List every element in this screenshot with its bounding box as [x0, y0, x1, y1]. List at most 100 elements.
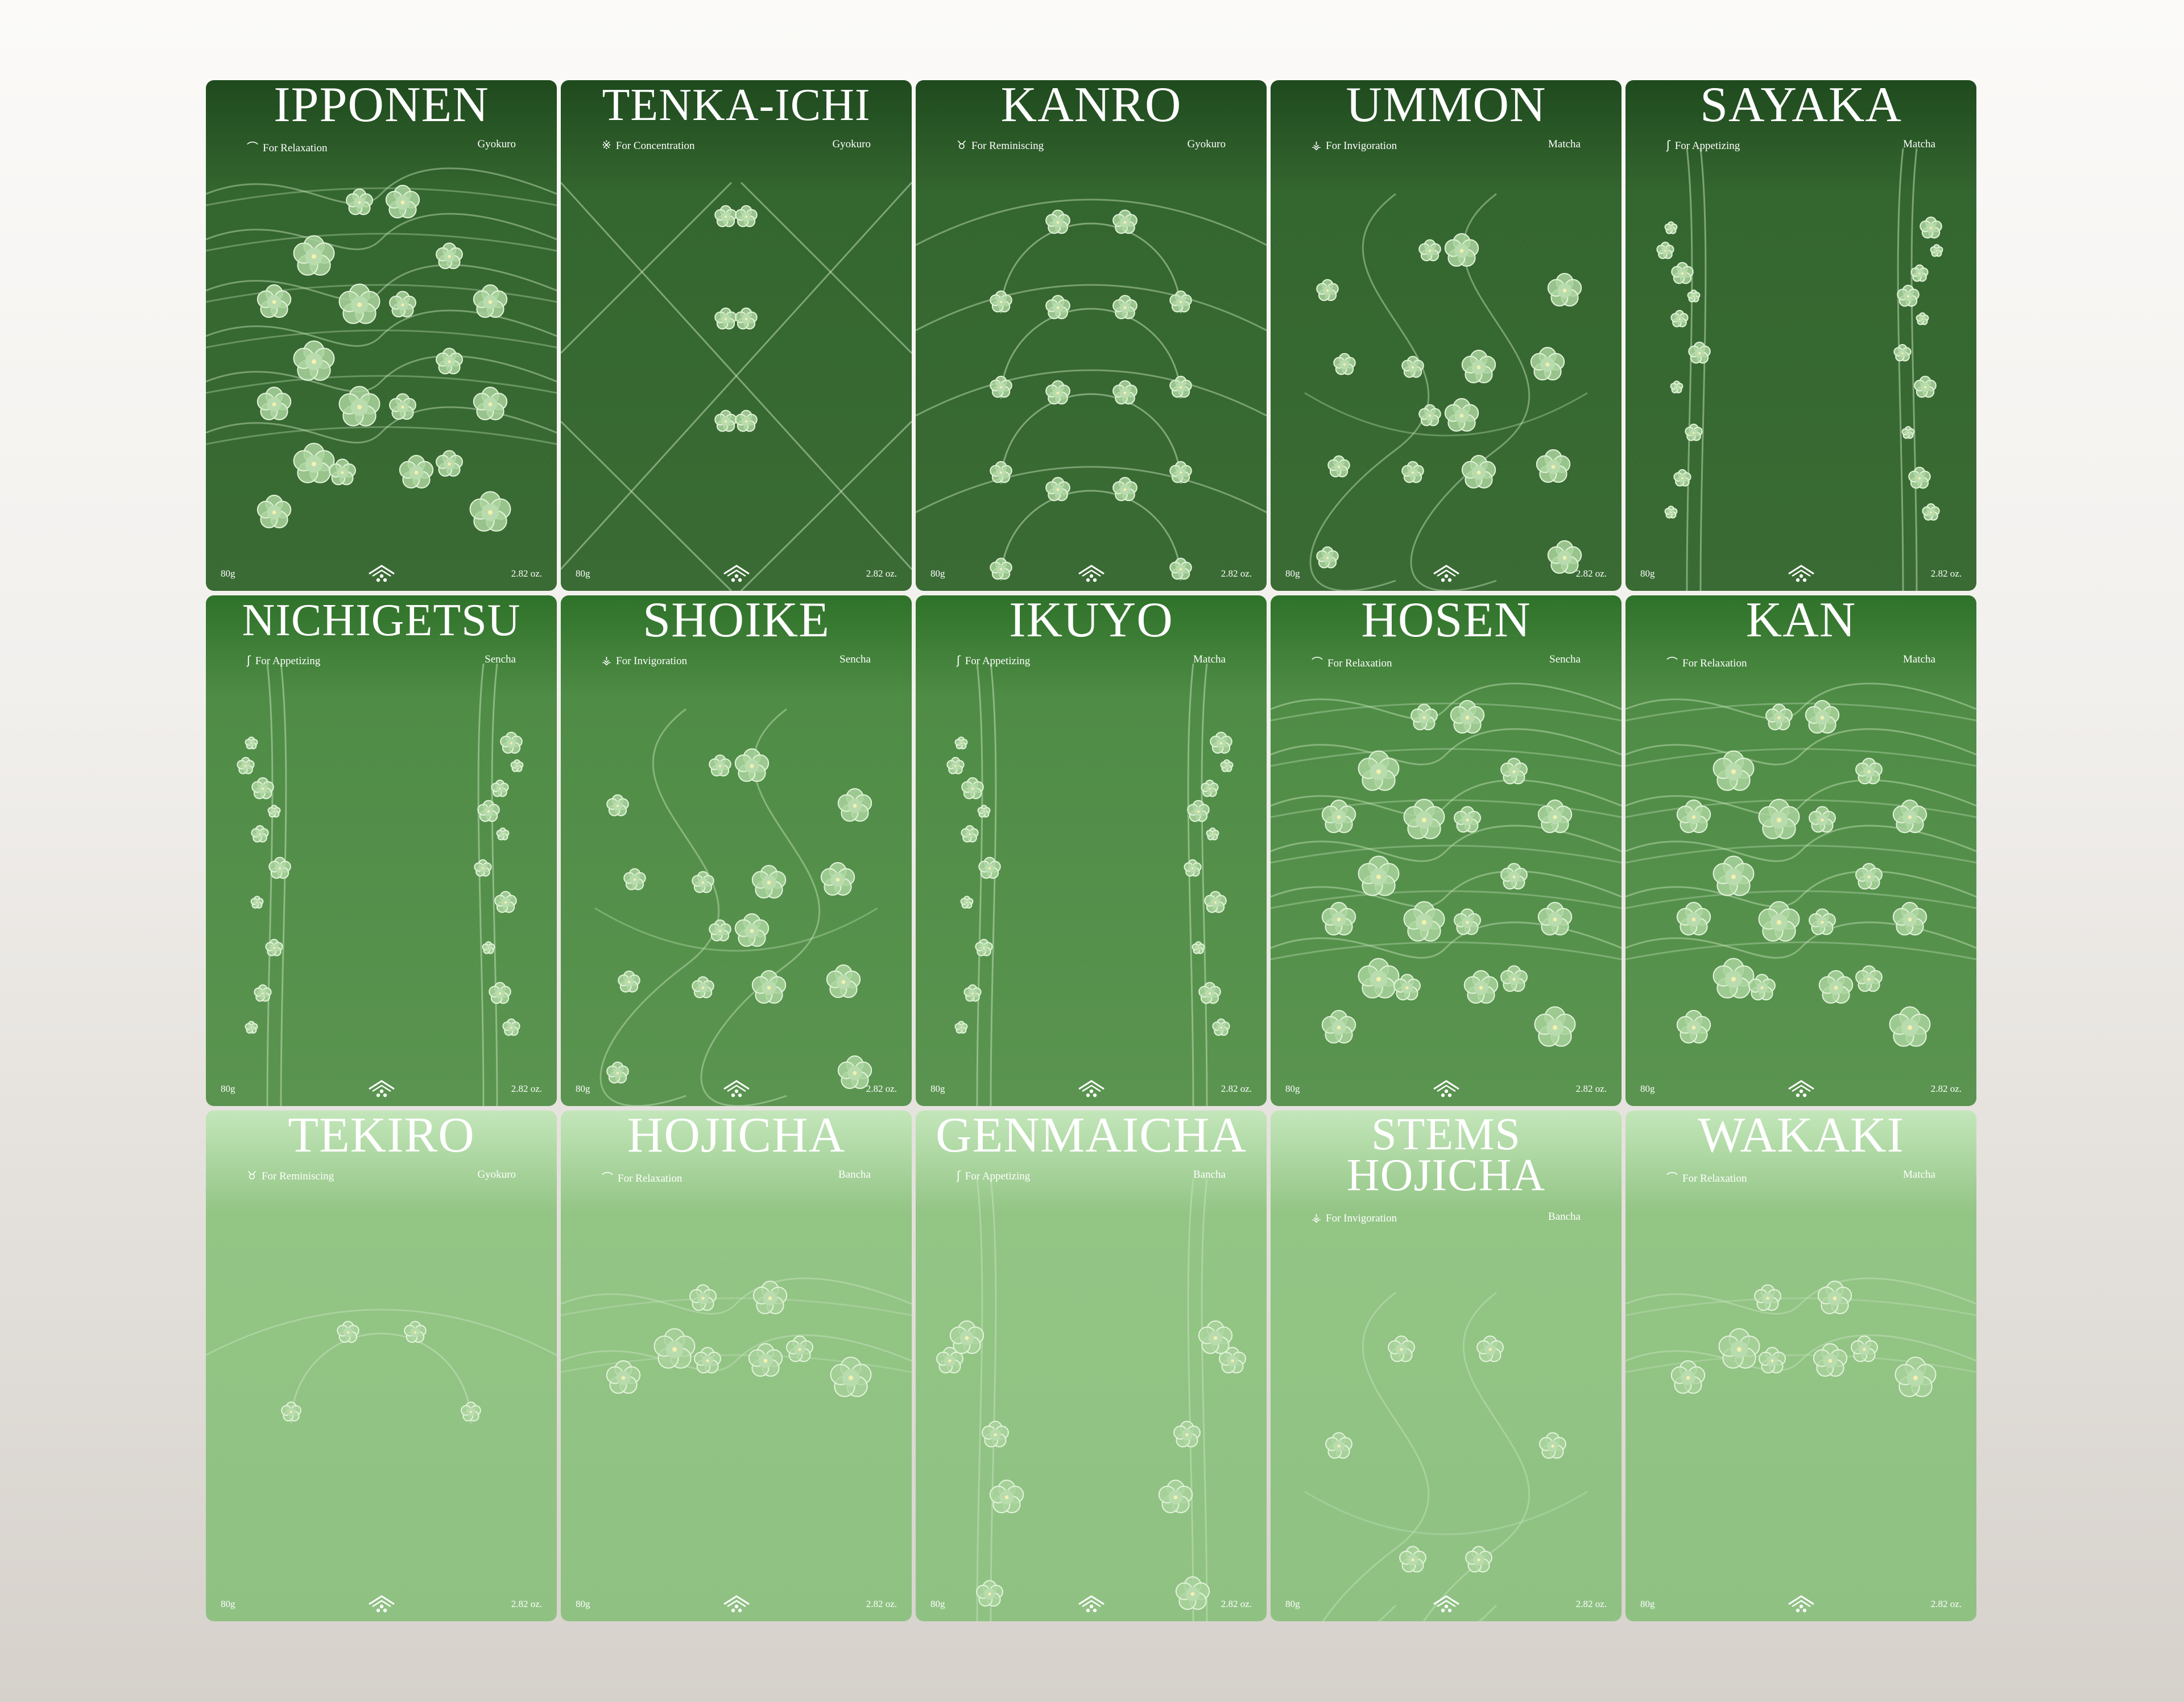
plum-blossom-icon — [1676, 1010, 1711, 1044]
plum-blossom-icon — [1444, 233, 1479, 267]
tea-card-kan[interactable]: KAN ⌒ For Relaxation Matcha 80g 2.82 oz. — [1625, 595, 1976, 1106]
plum-blossom-icon — [1817, 1281, 1852, 1315]
tea-card-hosen[interactable]: HOSEN ⌒ For Relaxation Sencha 80g 2.82 oz. — [1271, 595, 1622, 1106]
tea-name: SAYAKA — [1700, 80, 1902, 132]
plum-blossom-icon — [1465, 1546, 1492, 1573]
plum-blossom-icon — [975, 939, 993, 956]
plum-blossom-icon — [265, 939, 283, 956]
purpose-label: For Invigoration — [616, 655, 688, 667]
tea-card-ikuyo[interactable]: IKUYO ʃ For Appetizing Matcha 80g 2.82 oz. — [916, 595, 1267, 1106]
plum-blossom-icon — [1547, 273, 1582, 307]
plum-blossom-icon — [1219, 1347, 1246, 1374]
tea-card-sayaka[interactable]: SAYAKA ʃ For Appetizing Matcha 80g 2.82 oz. — [1625, 80, 1976, 591]
plum-blossom-icon — [494, 891, 517, 913]
arch-icon: ♉ — [957, 138, 967, 152]
plum-blossom-icon — [1676, 902, 1711, 936]
weight-grams: 80g — [1640, 1599, 1655, 1609]
plum-blossom-icon — [751, 970, 787, 1004]
brand-logo-icon — [1788, 565, 1814, 582]
brand-logo-icon — [1078, 1080, 1105, 1098]
tea-purpose: ⌒ For Relaxation — [602, 1169, 682, 1185]
plum-blossom-icon — [1210, 731, 1232, 754]
tea-card-ummon[interactable]: UMMON ⚶ For Invigoration Matcha 80g 2.82 oz. — [1271, 80, 1622, 591]
tea-card-shoike[interactable]: SHOIKE ⚶ For Invigoration Sencha 80g 2.82 oz. — [561, 595, 912, 1106]
plum-blossom-icon — [1045, 295, 1070, 320]
plum-blossom-icon — [1112, 295, 1138, 320]
tea-purpose: ʃ For Appetizing — [957, 653, 1030, 668]
plum-blossom-icon — [977, 805, 991, 818]
weight-ounces: 2.82 oz. — [1575, 1599, 1607, 1609]
plum-blossom-icon — [1187, 800, 1210, 822]
brand-logo-icon — [1433, 1080, 1459, 1098]
brand-logo-icon — [369, 1595, 395, 1613]
plum-blossom-icon — [1855, 757, 1883, 785]
tea-name: HOSEN — [1361, 595, 1531, 648]
plum-blossom-icon — [1321, 1010, 1356, 1044]
tea-card-hojicha[interactable]: HOJICHA ⌒ For Relaxation Bancha 80g 2.82 oz. — [561, 1111, 912, 1621]
plum-blossom-icon — [1748, 974, 1776, 1001]
weight-ounces: 2.82 oz. — [866, 1083, 897, 1094]
plum-blossom-icon — [1403, 798, 1445, 839]
plum-blossom-icon — [735, 205, 758, 227]
plum-blossom-icon — [477, 800, 500, 822]
spring-icon: ⚶ — [602, 653, 611, 667]
plum-blossom-icon — [714, 307, 737, 330]
tea-card-tenka-ichi[interactable]: TENKA-ICHI ※ For Concentration Gyokuro 80g 2.… — [561, 80, 912, 591]
plum-blossom-icon — [709, 919, 731, 942]
plum-blossom-icon — [329, 458, 356, 486]
plum-blossom-icon — [1922, 503, 1940, 521]
purpose-label: For Relaxation — [263, 142, 328, 154]
card-pattern — [936, 1178, 1246, 1621]
plum-blossom-icon — [469, 491, 511, 532]
plum-blossom-icon — [960, 896, 974, 909]
plum-blossom-icon — [714, 205, 737, 227]
tea-card-nichigetsu[interactable]: NICHIGETSU ʃ For Appetizing Sencha 80g 2.82 o… — [206, 595, 557, 1106]
tea-card-ipponen[interactable]: IPPONEN ⌒ For Relaxation Gyokuro 80g 2.82 oz. — [206, 80, 557, 591]
plum-blossom-icon — [1765, 703, 1793, 731]
plum-blossom-icon — [1908, 466, 1931, 489]
tea-card-wakaki[interactable]: WAKAKI ⌒ For Relaxation Matcha 80g 2.82 oz. — [1625, 1111, 1976, 1621]
plum-blossom-icon — [961, 777, 984, 800]
card-pattern — [206, 167, 557, 532]
tea-card-genmaicha[interactable]: GENMAICHA ʃ For Appetizing Bancha 80g 2.82 oz… — [916, 1111, 1267, 1621]
plum-blossom-icon — [1809, 806, 1836, 833]
plum-blossom-icon — [1321, 902, 1356, 936]
tea-name: KAN — [1745, 595, 1856, 648]
plum-blossom-icon — [1758, 798, 1800, 839]
tea-name: KANRO — [1000, 80, 1182, 132]
tea-card-tekiro[interactable]: TEKIRO ♉ For Reminiscing Gyokuro 80g 2.82 oz. — [206, 1111, 557, 1621]
card-pattern — [561, 1277, 912, 1397]
purpose-label: For Appetizing — [255, 655, 321, 667]
tea-type: Matcha — [1903, 653, 1935, 665]
purpose-label: For Invigoration — [1326, 140, 1397, 152]
weight-grams: 80g — [221, 1083, 235, 1094]
weight-ounces: 2.82 oz. — [866, 1599, 897, 1609]
plum-blossom-icon — [436, 242, 463, 270]
plum-blossom-icon — [954, 1021, 968, 1034]
plum-blossom-icon — [346, 188, 373, 216]
plum-blossom-icon — [257, 387, 292, 421]
weight-grams: 80g — [221, 568, 235, 579]
plum-blossom-icon — [1664, 221, 1678, 234]
tea-purpose: ♉ For Reminiscing — [247, 1169, 334, 1183]
plum-blossom-icon — [491, 780, 509, 797]
plum-blossom-icon — [623, 868, 646, 891]
plum-blossom-icon — [1192, 941, 1205, 954]
plum-blossom-icon — [692, 976, 714, 999]
plum-blossom-icon — [976, 1580, 1003, 1607]
weight-grams: 80g — [221, 1599, 235, 1609]
plum-blossom-icon — [1893, 344, 1912, 362]
plum-blossom-icon — [1851, 1335, 1878, 1363]
plum-blossom-icon — [1316, 546, 1339, 569]
plum-blossom-icon — [709, 754, 731, 777]
card-pattern — [237, 663, 524, 1106]
brand-logo-icon — [723, 1595, 750, 1613]
tea-type: Gyokuro — [832, 138, 871, 150]
plum-blossom-icon — [1158, 1480, 1193, 1514]
tea-purpose: ♉ For Reminiscing — [957, 138, 1044, 152]
tea-card-kanro[interactable]: KANRO ♉ For Reminiscing Gyokuro 80g 2.82 oz. — [916, 80, 1267, 591]
tea-card-stems-hojicha[interactable]: STEMS HOJICHA ⚶ For Invigoration Bancha 80g 2… — [1271, 1111, 1622, 1621]
plum-blossom-icon — [1758, 901, 1800, 942]
plum-blossom-icon — [734, 748, 770, 782]
plum-blossom-icon — [268, 856, 291, 879]
